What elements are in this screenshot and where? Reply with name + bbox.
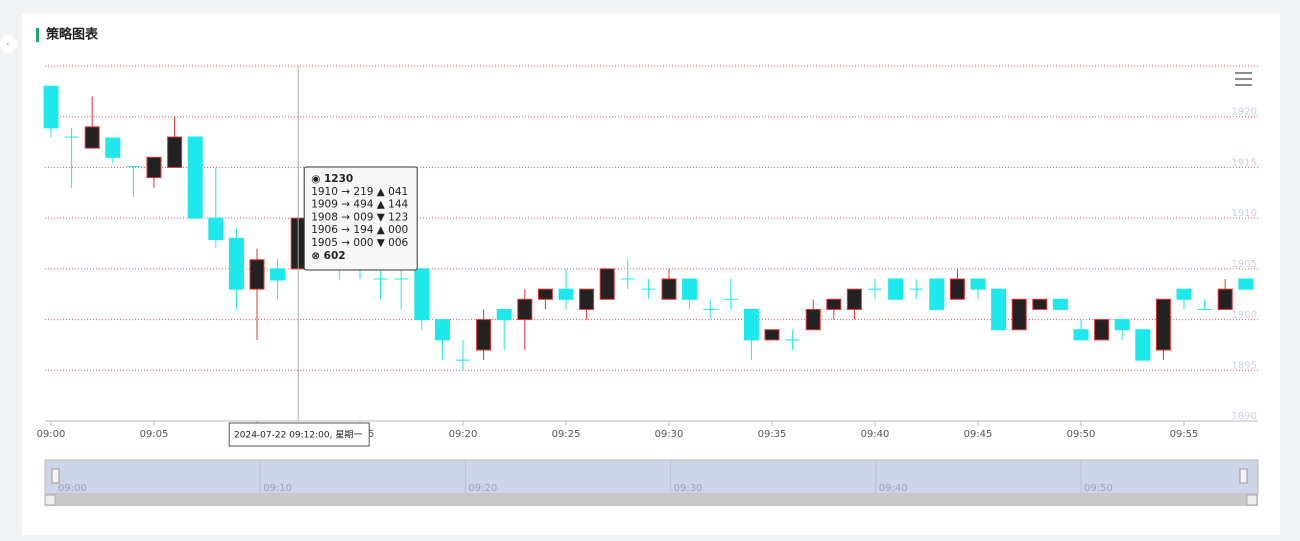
body xyxy=(146,156,162,179)
body xyxy=(682,278,698,300)
body xyxy=(1155,298,1171,351)
zoom-window xyxy=(44,459,1259,495)
x-tick-label: 09:55 xyxy=(1170,429,1199,440)
menu-icon[interactable] xyxy=(1235,72,1252,86)
data-zoom[interactable]: 09:00 09:10 09:20 09:30 09:40 09:50 xyxy=(44,459,1259,506)
y-tick-label: 1890 xyxy=(1232,411,1257,422)
tooltip-line: ◉ 1230 xyxy=(311,173,353,185)
body xyxy=(991,288,1007,331)
scrollbar[interactable] xyxy=(45,494,1258,506)
zoom-label: 09:20 xyxy=(468,483,497,494)
body xyxy=(270,268,286,281)
y-tick-label: 1910 xyxy=(1232,208,1257,219)
tooltip-line: 1909 → 494 ▲ 144 xyxy=(311,199,408,211)
tooltip-line: 1910 → 219 ▲ 041 xyxy=(311,186,408,198)
zoom-handle[interactable] xyxy=(1239,468,1248,484)
zoom-label: 09:40 xyxy=(879,483,908,494)
y-tick-label: 1920 xyxy=(1232,107,1257,118)
y-tick-label: 1895 xyxy=(1232,360,1257,371)
body xyxy=(970,278,986,290)
scroll-right[interactable] xyxy=(1246,494,1258,506)
collapse-icon: ‹ xyxy=(6,40,10,50)
body xyxy=(105,137,121,158)
body xyxy=(1217,288,1233,310)
body xyxy=(888,278,904,300)
tooltip-box xyxy=(303,166,418,271)
title-bar xyxy=(36,28,39,42)
body xyxy=(43,85,59,129)
y-tick-label: 1900 xyxy=(1232,310,1257,321)
body xyxy=(187,136,203,219)
x-tick-label: 09:40 xyxy=(861,429,890,440)
x-tick-label: 09:05 xyxy=(140,429,169,440)
x-tick-label: 09:25 xyxy=(552,429,581,440)
tooltip-line: 1906 → 194 ▲ 000 xyxy=(311,224,408,236)
body xyxy=(167,136,183,168)
x-tick-label: 09:30 xyxy=(655,429,684,440)
x-tick-label: 09:20 xyxy=(449,429,478,440)
scroll-left[interactable] xyxy=(44,494,56,506)
tooltip-line: ⊗ 602 xyxy=(311,250,345,262)
x-tick-label: 09:35 xyxy=(758,429,787,440)
body xyxy=(249,259,265,290)
y-tick-label: 1915 xyxy=(1232,157,1257,168)
zoom-label: 09:00 xyxy=(58,483,87,494)
body xyxy=(661,278,677,300)
y-tick-label: 1905 xyxy=(1232,259,1257,270)
zoom-label: 09:50 xyxy=(1084,483,1113,494)
body xyxy=(476,319,492,351)
zoom-handle[interactable] xyxy=(51,468,60,484)
zoom-label: 09:30 xyxy=(674,483,703,494)
chart-title: 策略图表 xyxy=(46,27,99,43)
crosshair-label: 2024-07-22 09:12:00, 星期一 xyxy=(234,430,362,441)
body xyxy=(929,278,945,310)
zoom-label: 09:10 xyxy=(263,483,292,494)
body xyxy=(764,329,780,341)
body xyxy=(496,308,512,321)
body xyxy=(228,237,244,290)
body xyxy=(1052,298,1068,310)
body xyxy=(579,288,595,310)
body xyxy=(414,268,430,321)
body xyxy=(1073,329,1089,341)
body xyxy=(1011,298,1027,331)
body xyxy=(599,268,615,300)
tooltip-line: 1908 → 009 ▼ 123 xyxy=(311,211,408,223)
body xyxy=(1114,319,1130,331)
tooltip-line: 1905 → 000 ▼ 006 xyxy=(311,237,408,249)
body xyxy=(1094,319,1110,341)
x-tick-label: 09:50 xyxy=(1067,429,1096,440)
body xyxy=(846,288,862,310)
body xyxy=(1238,278,1254,290)
x-tick-label: 09:00 xyxy=(37,429,66,440)
body xyxy=(949,278,965,300)
x-tick-label: 09:45 xyxy=(964,429,993,440)
body xyxy=(743,308,759,341)
collapse-button[interactable] xyxy=(0,35,17,53)
panel xyxy=(22,14,1280,535)
body xyxy=(558,288,574,300)
body xyxy=(826,298,842,310)
body xyxy=(1135,329,1151,361)
body xyxy=(1176,288,1192,300)
crosshair-label-box xyxy=(228,422,370,447)
body xyxy=(805,308,821,331)
body xyxy=(84,126,100,149)
body xyxy=(537,288,553,300)
body xyxy=(208,217,224,240)
body xyxy=(517,298,533,321)
body xyxy=(1032,298,1048,310)
body xyxy=(434,319,450,341)
